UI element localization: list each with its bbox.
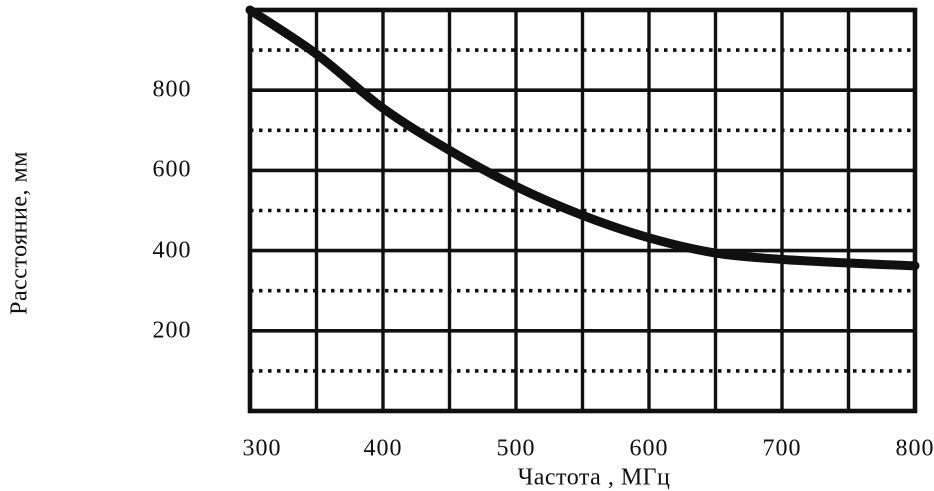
dotted-gridlines [250, 48, 915, 373]
y-axis-title: Расстояние, мм [6, 151, 33, 315]
solid-gridlines [248, 8, 917, 413]
plot-border [247, 7, 918, 414]
x-axis-title: Частота , МГц [517, 464, 671, 491]
data-curve [245, 5, 920, 271]
